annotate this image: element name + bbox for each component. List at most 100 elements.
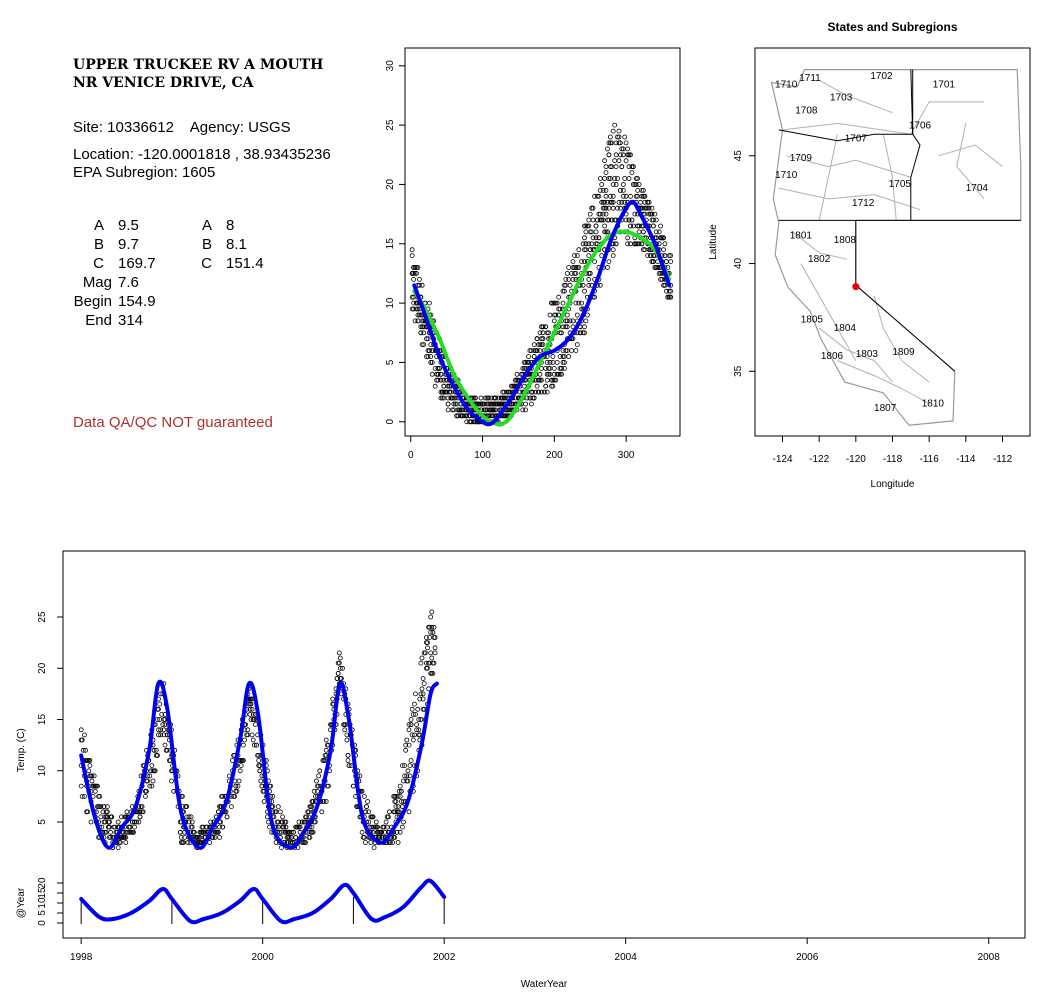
data-point <box>447 389 452 395</box>
data-point <box>645 199 651 205</box>
data-point <box>412 318 418 324</box>
data-point <box>587 229 593 235</box>
data-point <box>573 270 579 276</box>
data-point <box>612 122 618 128</box>
data-point <box>418 660 424 666</box>
data-point <box>235 783 241 789</box>
x-axis-label: WaterYear <box>521 979 568 990</box>
data-point <box>551 318 557 324</box>
data-point <box>415 318 421 324</box>
data-point <box>156 706 161 712</box>
data-point <box>425 640 430 645</box>
data-point <box>523 401 528 407</box>
data-point <box>600 211 606 217</box>
data-point <box>435 365 441 371</box>
data-point <box>387 840 393 845</box>
data-point <box>639 193 645 199</box>
data-point <box>630 223 636 229</box>
data-point <box>662 253 668 259</box>
data-point <box>419 686 425 692</box>
data-point <box>102 819 108 825</box>
data-point <box>268 783 274 789</box>
data-point <box>281 824 287 830</box>
site-marker <box>852 283 860 291</box>
data-point <box>619 146 625 152</box>
param-label: C <box>201 255 212 272</box>
data-point <box>185 840 191 845</box>
data-point <box>630 182 636 187</box>
data-point <box>145 778 151 784</box>
data-point <box>622 176 628 181</box>
y-tick-label: 15 <box>385 238 396 250</box>
data-point <box>445 401 451 407</box>
data-point <box>383 819 389 825</box>
data-point <box>629 217 635 223</box>
map-y-label: Latitude <box>708 224 719 260</box>
data-point <box>160 722 166 728</box>
data-point <box>632 211 638 217</box>
data-point <box>537 330 543 336</box>
region-label: 1802 <box>808 254 831 265</box>
param-value: 169.7 <box>118 255 156 272</box>
param-label: C <box>93 255 104 272</box>
data-point <box>500 401 506 407</box>
data-point <box>619 164 625 170</box>
data-point <box>597 217 603 223</box>
data-point <box>238 763 244 769</box>
data-point <box>78 783 84 789</box>
data-point <box>661 282 666 288</box>
data-point <box>543 383 549 389</box>
data-point <box>288 829 294 835</box>
map-x-label: Longitude <box>871 479 915 490</box>
subregion-map: States and Subregions Longitude Latitude -1… <box>708 20 1031 490</box>
data-point <box>534 348 540 354</box>
data-point <box>593 229 599 235</box>
data-point <box>633 193 639 199</box>
data-point <box>342 727 348 733</box>
data-point <box>639 187 645 193</box>
data-point <box>346 763 352 769</box>
data-point <box>503 395 508 401</box>
data-point <box>625 152 630 158</box>
data-point <box>642 193 648 199</box>
data-point <box>556 294 562 300</box>
data-point <box>564 312 570 318</box>
data-point <box>649 211 655 217</box>
data-point <box>608 134 613 140</box>
data-point <box>623 217 629 223</box>
data-point <box>366 809 372 815</box>
data-point <box>390 840 396 845</box>
subregion-line: EPA Subregion: 1605 <box>73 164 216 181</box>
data-point <box>583 229 589 235</box>
params-table: A 9.5 B 9.7 C 169.7 Mag 7.6 Begin 154.9 … <box>0 0 300 340</box>
data-point <box>311 788 317 794</box>
data-point <box>619 199 625 205</box>
data-point <box>297 824 303 830</box>
data-point <box>162 742 168 748</box>
data-point <box>626 217 632 223</box>
data-point <box>410 711 416 717</box>
data-point <box>587 270 593 276</box>
subregion-line <box>818 327 893 383</box>
y2-tick-label: 15 <box>37 887 48 899</box>
data-point <box>251 742 257 748</box>
data-point <box>606 259 612 265</box>
data-point <box>560 300 566 306</box>
data-point <box>482 395 488 401</box>
data-point <box>217 834 222 840</box>
data-point <box>350 783 356 789</box>
data-point <box>628 152 633 158</box>
data-point <box>659 276 665 282</box>
data-point <box>242 737 247 743</box>
data-point <box>337 655 343 661</box>
plot-frame <box>404 47 681 437</box>
data-point <box>530 395 536 401</box>
map-x-tick-label: -118 <box>883 454 903 465</box>
data-point <box>397 783 403 789</box>
data-point <box>429 609 435 615</box>
data-point <box>592 259 597 265</box>
data-point <box>452 401 458 407</box>
data-point <box>393 799 399 804</box>
data-point <box>115 819 121 825</box>
data-point <box>616 134 622 140</box>
